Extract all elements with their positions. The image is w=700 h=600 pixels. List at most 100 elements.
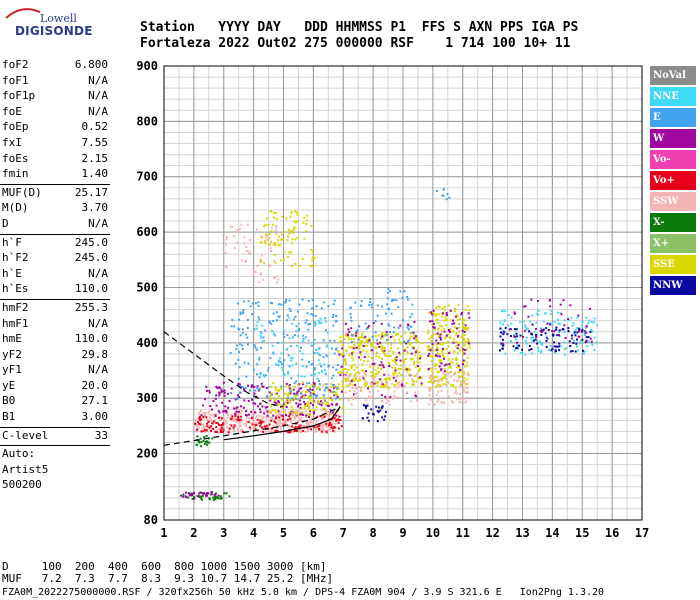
data-point bbox=[259, 424, 262, 427]
data-point bbox=[216, 387, 219, 390]
data-point bbox=[387, 333, 389, 336]
param-value: 29.8 bbox=[81, 347, 109, 361]
data-point bbox=[292, 431, 295, 433]
data-point bbox=[380, 322, 383, 325]
data-point bbox=[288, 383, 291, 386]
data-point bbox=[333, 394, 336, 397]
param-separator bbox=[0, 445, 110, 447]
data-point bbox=[463, 386, 465, 389]
data-point bbox=[273, 399, 276, 402]
data-point bbox=[445, 341, 448, 344]
data-point bbox=[368, 397, 371, 400]
data-point bbox=[384, 347, 386, 350]
data-point bbox=[370, 303, 373, 306]
data-point bbox=[262, 385, 265, 388]
data-point bbox=[428, 352, 431, 355]
data-point bbox=[356, 329, 359, 332]
data-point bbox=[362, 341, 365, 344]
legend-item: SSE bbox=[650, 255, 696, 274]
data-point bbox=[516, 347, 519, 350]
data-point bbox=[214, 414, 217, 417]
data-point bbox=[544, 332, 547, 335]
data-point bbox=[240, 405, 242, 408]
data-point bbox=[377, 366, 379, 369]
data-point bbox=[238, 383, 241, 386]
data-point bbox=[466, 397, 469, 399]
data-point bbox=[383, 349, 386, 352]
data-point bbox=[368, 395, 370, 398]
data-point bbox=[499, 327, 502, 330]
data-point bbox=[367, 355, 370, 358]
data-point bbox=[361, 336, 364, 339]
data-point bbox=[577, 314, 580, 317]
data-point bbox=[325, 422, 328, 425]
data-point bbox=[460, 383, 462, 386]
data-point bbox=[455, 357, 458, 359]
data-point bbox=[298, 426, 301, 428]
data-point bbox=[249, 239, 252, 241]
data-point bbox=[233, 325, 236, 328]
data-point bbox=[285, 417, 288, 420]
data-point bbox=[241, 344, 244, 347]
data-point bbox=[307, 407, 310, 410]
param-row: C-level 33 bbox=[0, 429, 110, 445]
data-point bbox=[270, 405, 272, 408]
data-point bbox=[303, 400, 305, 403]
data-point bbox=[256, 385, 259, 388]
data-point bbox=[381, 364, 384, 367]
data-point bbox=[586, 345, 589, 348]
data-point bbox=[499, 349, 501, 352]
data-point bbox=[378, 406, 380, 409]
data-point bbox=[429, 399, 432, 401]
data-point bbox=[330, 403, 333, 406]
data-point bbox=[249, 426, 251, 429]
data-point bbox=[434, 365, 437, 368]
data-point bbox=[466, 329, 469, 331]
data-point bbox=[412, 383, 415, 386]
param-key: yF2 bbox=[2, 347, 22, 361]
data-point bbox=[529, 320, 532, 323]
data-point bbox=[291, 389, 294, 392]
data-point bbox=[567, 319, 570, 322]
data-point bbox=[288, 299, 291, 302]
data-point bbox=[395, 299, 398, 302]
data-point bbox=[437, 313, 440, 316]
data-point bbox=[374, 320, 377, 322]
data-point bbox=[553, 341, 556, 344]
data-point bbox=[379, 364, 382, 367]
data-point bbox=[388, 403, 391, 406]
data-point bbox=[194, 422, 197, 425]
param-value: N/A bbox=[88, 89, 108, 103]
data-point bbox=[256, 321, 259, 324]
data-point bbox=[461, 369, 464, 372]
data-point bbox=[349, 306, 352, 309]
data-point bbox=[305, 422, 308, 424]
data-point bbox=[268, 237, 271, 240]
data-point bbox=[389, 377, 392, 380]
data-point bbox=[361, 375, 364, 378]
data-point bbox=[458, 323, 460, 325]
data-point bbox=[207, 420, 210, 423]
data-point bbox=[553, 345, 556, 348]
data-point bbox=[282, 420, 285, 423]
data-point bbox=[347, 335, 350, 338]
data-point bbox=[459, 380, 462, 383]
data-point bbox=[396, 374, 399, 377]
data-point bbox=[328, 424, 331, 427]
data-point bbox=[460, 381, 463, 384]
data-point bbox=[302, 430, 305, 432]
data-point bbox=[406, 370, 409, 373]
data-point bbox=[448, 335, 451, 338]
data-point bbox=[383, 354, 386, 357]
data-point bbox=[510, 340, 512, 342]
data-point bbox=[504, 331, 507, 334]
data-point bbox=[442, 402, 444, 405]
data-point bbox=[313, 257, 316, 260]
data-point bbox=[564, 337, 567, 339]
data-point bbox=[307, 300, 310, 303]
data-point bbox=[256, 373, 258, 376]
data-point bbox=[275, 319, 278, 322]
data-point bbox=[364, 384, 367, 387]
data-point bbox=[260, 259, 263, 262]
data-point bbox=[585, 336, 588, 339]
